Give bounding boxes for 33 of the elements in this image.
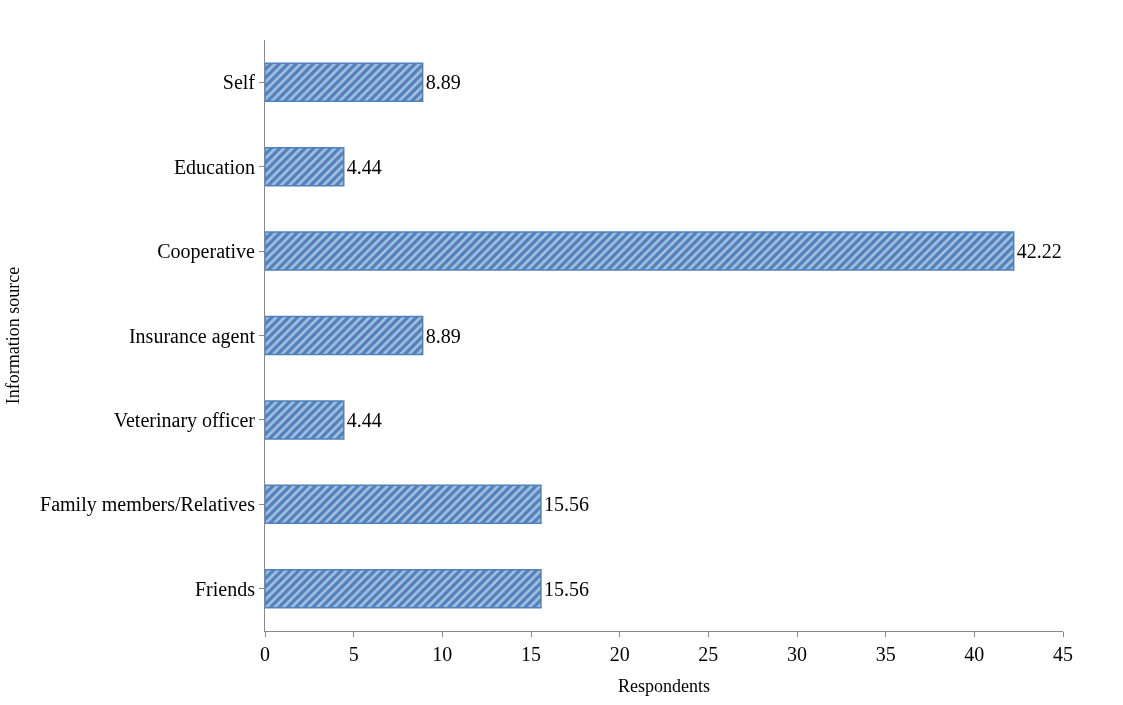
x-tick-label: 40 xyxy=(964,643,985,665)
y-tick-label: Insurance agent xyxy=(128,324,256,348)
x-tick-label: 30 xyxy=(787,643,807,665)
data-label: 4.44 xyxy=(346,155,382,178)
x-axis-title: Respondents xyxy=(618,676,710,697)
x-tick-label: 15 xyxy=(521,643,541,665)
x-tick-label: 45 xyxy=(1053,643,1073,665)
y-tick-label: Education xyxy=(173,155,255,178)
bar xyxy=(265,400,345,440)
y-tick-label: Cooperative xyxy=(157,240,256,264)
x-tick-label: 25 xyxy=(698,643,719,665)
bar xyxy=(265,484,542,525)
x-tick-label: 0 xyxy=(260,643,270,665)
x-tick-label: 35 xyxy=(875,643,896,665)
y-axis-title: Information source xyxy=(3,266,24,405)
bar xyxy=(265,231,1015,271)
bar xyxy=(265,315,424,356)
data-label: 8.89 xyxy=(425,71,461,94)
y-tick-label: Self xyxy=(222,71,256,94)
data-label: 15.56 xyxy=(543,493,589,516)
data-label: 15.56 xyxy=(543,577,589,600)
y-tick-label: Veterinary officer xyxy=(113,408,256,432)
y-tick-label: Friends xyxy=(195,577,256,600)
x-tick-label: 20 xyxy=(609,643,630,665)
x-tick-label: 10 xyxy=(432,643,453,665)
y-tick-label: Family members/Relatives xyxy=(40,493,256,517)
x-tick-label: 5 xyxy=(348,643,359,665)
bar xyxy=(265,569,542,609)
bar xyxy=(265,146,345,187)
bar xyxy=(265,62,424,102)
data-label: 42.22 xyxy=(1016,240,1062,263)
data-label: 8.89 xyxy=(425,324,461,347)
data-label: 4.44 xyxy=(346,408,382,431)
